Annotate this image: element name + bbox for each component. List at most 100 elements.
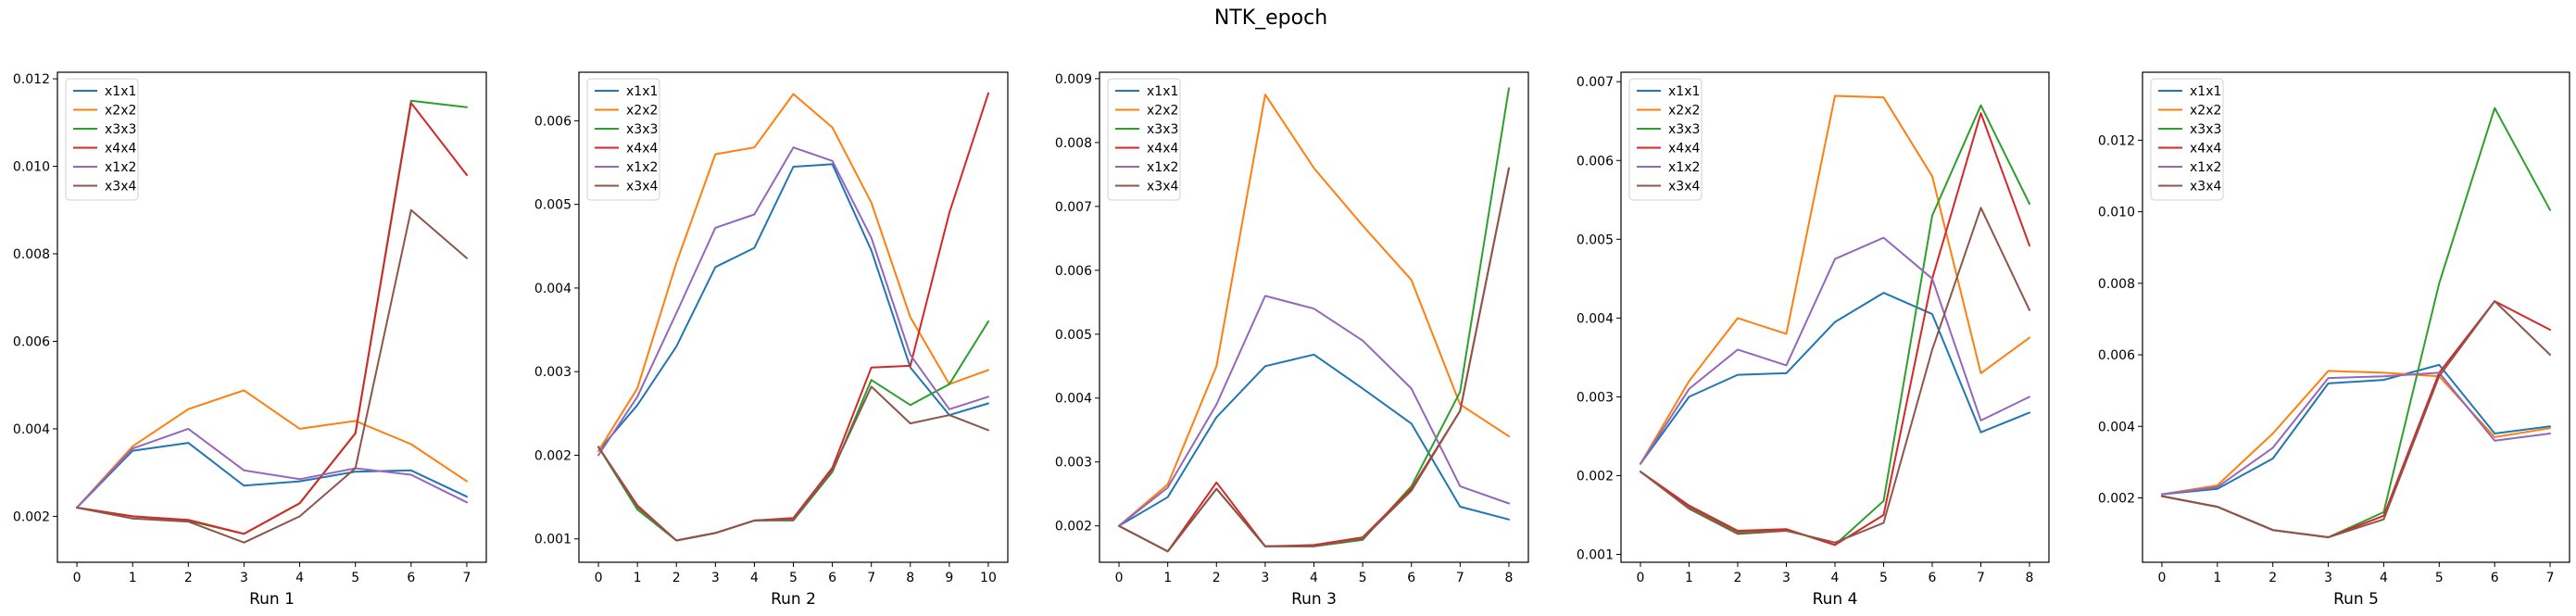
y-tick-label: 0.012 — [2098, 133, 2135, 148]
series-line-x2x2 — [76, 389, 468, 509]
x-tick-label: 4 — [2380, 571, 2388, 585]
legend-label: x1x1 — [105, 84, 136, 99]
series-line-x1x1 — [76, 442, 468, 509]
x-tick-label: 2 — [184, 571, 193, 585]
axes-frame — [2142, 71, 2570, 563]
y-tick-label: 0.003 — [534, 365, 572, 380]
x-tick-label: 3 — [711, 571, 720, 585]
legend-label: x3x4 — [626, 180, 658, 195]
legend-label: x1x1 — [2190, 84, 2221, 99]
series-lines — [2161, 107, 2551, 538]
x-tick-label: 0 — [1637, 571, 1645, 585]
x-tick-label: 0 — [1115, 571, 1124, 585]
x-tick-label: 5 — [1359, 571, 1367, 585]
y-tick-label: 0.003 — [1577, 390, 1614, 405]
legend-label: x4x4 — [105, 142, 136, 157]
legend-label: x1x2 — [2190, 160, 2221, 175]
legend-label: x2x2 — [105, 104, 136, 119]
x-tick-label: 6 — [1929, 571, 1937, 585]
x-tick-label: 5 — [351, 571, 359, 585]
series-lines — [597, 92, 989, 542]
subplot-4: 0 1 2 3 4 5 6 7 80.0010.0020.0030.0040.0050.0060… — [1577, 71, 2050, 609]
legend: x1x1 x2x2 x3x3 x4x4 x1x2 x3x4 — [65, 78, 139, 201]
x-axis: 0 1 2 3 4 5 6 7 — [73, 562, 471, 585]
series-line-x1x1 — [1640, 292, 2030, 465]
series-line-x2x2 — [1118, 94, 1510, 527]
legend-label: x3x4 — [105, 180, 136, 195]
subplot-3: 0 1 2 3 4 5 6 7 80.0020.0030.0040.0050.0060.0070… — [1055, 71, 1529, 609]
y-tick-label: 0.001 — [534, 533, 572, 547]
y-axis: 0.002 0.003 0.004 0.005 0.006 0.007 0.008 0.009 — [1055, 72, 1100, 534]
series-line-x1x1 — [1118, 353, 1510, 527]
y-tick-label: 0.002 — [534, 448, 572, 463]
x-tick-label: 9 — [945, 571, 953, 585]
x-tick-label: 6 — [828, 571, 836, 585]
x-tick-label: 0 — [595, 571, 603, 585]
series-line-x3x4 — [76, 208, 468, 544]
x-tick-label: 6 — [1407, 571, 1415, 585]
subplots: 0 1 2 3 4 5 6 7 0.002 0.004 0.006 0.008 0.010 0.012 Ru… — [13, 71, 2570, 609]
y-tick-label: 0.005 — [1055, 328, 1092, 343]
series-line-x3x4 — [597, 385, 989, 542]
x-tick-label: 2 — [2268, 571, 2277, 585]
legend-label: x1x1 — [1668, 84, 1700, 99]
x-tick-label: 8 — [906, 571, 914, 585]
series-line-x4x4 — [76, 102, 468, 535]
y-tick-label: 0.008 — [2098, 277, 2135, 292]
y-tick-label: 0.010 — [2098, 206, 2135, 220]
y-tick-label: 0.004 — [13, 422, 50, 437]
y-axis: 0.002 0.004 0.006 0.008 0.010 0.012 — [2098, 133, 2142, 506]
series-line-x1x1 — [597, 163, 989, 452]
x-axis-label: Run 4 — [1813, 590, 1858, 609]
legend-label: x2x2 — [2190, 104, 2221, 119]
legend-label: x3x4 — [2190, 180, 2221, 195]
x-axis-label: Run 5 — [2333, 590, 2379, 609]
legend-label: x1x2 — [626, 160, 658, 175]
series-lines — [1118, 87, 1510, 553]
x-axis: 0 1 2 3 4 5 6 7 8 9 10 — [595, 562, 997, 585]
x-axis-label: Run 1 — [249, 590, 295, 609]
legend-label: x4x4 — [2190, 142, 2221, 157]
y-tick-label: 0.006 — [13, 334, 50, 349]
y-tick-label: 0.001 — [1577, 547, 1614, 562]
legend: x1x1 x2x2 x3x3 x4x4 x1x2 x3x4 — [1107, 78, 1181, 201]
y-tick-label: 0.006 — [1577, 154, 1614, 169]
x-tick-label: 2 — [1213, 571, 1221, 585]
y-tick-label: 0.007 — [1577, 75, 1614, 90]
legend-label: x1x2 — [1668, 160, 1700, 175]
series-line-x2x2 — [597, 93, 989, 452]
x-axis: 0 1 2 3 4 5 6 7 8 — [1115, 562, 1513, 585]
legend-label: x3x3 — [626, 122, 658, 137]
legend-label: x4x4 — [1668, 142, 1700, 157]
y-axis: 0.002 0.004 0.006 0.008 0.010 0.012 — [13, 72, 57, 524]
y-tick-label: 0.004 — [1577, 311, 1614, 326]
legend-label: x3x3 — [105, 122, 136, 137]
legend: x1x1 x2x2 x3x3 x4x4 x1x2 x3x4 — [586, 78, 660, 201]
x-tick-label: 0 — [2157, 571, 2166, 585]
x-tick-label: 4 — [1310, 571, 1318, 585]
x-tick-label: 7 — [1977, 571, 1985, 585]
x-tick-label: 2 — [672, 571, 681, 585]
legend: x1x1 x2x2 x3x3 x4x4 x1x2 x3x4 — [1628, 78, 1703, 201]
series-lines — [76, 99, 468, 544]
subplot-2: 0 1 2 3 4 5 6 7 8 9 100.0010.0020.0030.0040.0050.0… — [534, 71, 1009, 609]
legend-label: x4x4 — [626, 142, 658, 157]
x-tick-label: 3 — [1261, 571, 1269, 585]
series-line-x1x2 — [1118, 295, 1510, 527]
y-axis: 0.001 0.002 0.003 0.004 0.005 0.006 — [534, 114, 579, 547]
legend-label: x2x2 — [626, 104, 658, 119]
x-tick-label: 2 — [1734, 571, 1742, 585]
y-tick-label: 0.004 — [2098, 420, 2135, 434]
x-tick-label: 0 — [73, 571, 82, 585]
legend-label: x2x2 — [1147, 104, 1178, 119]
x-tick-label: 7 — [462, 571, 471, 585]
series-line-x1x1 — [2161, 363, 2551, 496]
x-tick-label: 1 — [129, 571, 137, 585]
series-line-x3x4 — [1640, 207, 2030, 544]
y-tick-label: 0.010 — [13, 160, 50, 175]
y-tick-label: 0.006 — [534, 114, 572, 129]
x-axis: 0 1 2 3 4 5 6 7 8 — [1637, 562, 2033, 585]
legend-label: x3x4 — [1668, 180, 1700, 195]
y-tick-label: 0.005 — [1577, 233, 1614, 247]
x-tick-label: 1 — [2213, 571, 2221, 585]
